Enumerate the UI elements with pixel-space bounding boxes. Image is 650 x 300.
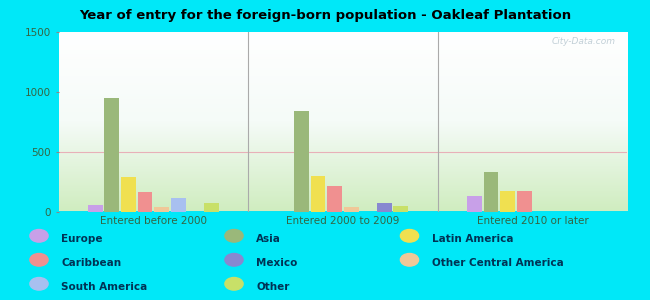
Text: Other Central America: Other Central America <box>432 257 564 268</box>
Bar <box>105 98 120 212</box>
Text: Caribbean: Caribbean <box>61 257 121 268</box>
Text: Year of entry for the foreign-born population - Oakleaf Plantation: Year of entry for the foreign-born popul… <box>79 9 571 22</box>
Bar <box>344 207 359 212</box>
Bar <box>171 198 186 212</box>
Bar <box>294 111 309 212</box>
Bar <box>204 203 219 212</box>
Bar <box>138 192 153 212</box>
Text: Latin America: Latin America <box>432 233 513 244</box>
Bar <box>327 186 342 212</box>
Bar <box>88 205 103 211</box>
Text: Europe: Europe <box>61 233 103 244</box>
Bar <box>154 207 169 212</box>
Bar <box>393 206 408 212</box>
Bar <box>377 202 392 211</box>
Bar <box>484 172 499 211</box>
Text: Asia: Asia <box>256 233 281 244</box>
Bar <box>500 190 515 212</box>
Bar <box>467 196 482 212</box>
Bar <box>121 177 136 212</box>
Bar <box>311 176 326 212</box>
Text: Other: Other <box>256 281 289 292</box>
Text: City-Data.com: City-Data.com <box>552 37 616 46</box>
Bar <box>517 190 532 212</box>
Text: Mexico: Mexico <box>256 257 298 268</box>
Text: South America: South America <box>61 281 148 292</box>
